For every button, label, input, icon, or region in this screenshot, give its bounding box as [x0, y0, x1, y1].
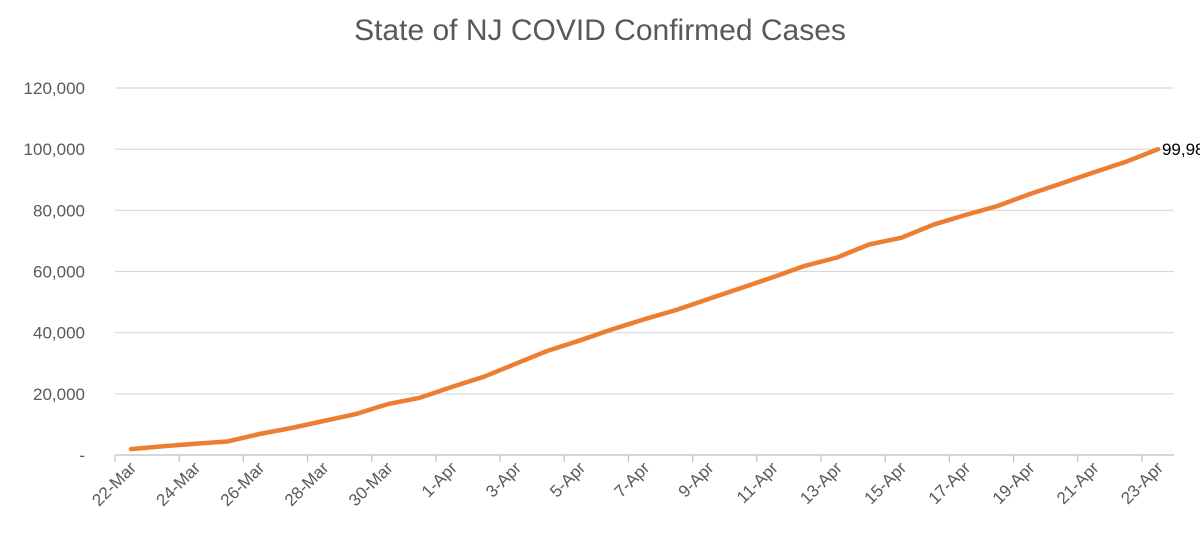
x-tick-label: 30-Mar [345, 458, 397, 510]
y-axis-tick-labels: - 20,000 40,000 60,000 80,000 100,000 120,000 [24, 79, 85, 465]
x-tick-label: 26-Mar [217, 458, 269, 510]
gridlines [115, 87, 1174, 395]
y-tick-label: - [79, 446, 85, 465]
x-tick-label: 13-Apr [796, 458, 846, 508]
y-tick-label: 100,000 [24, 140, 85, 159]
x-tick-label: 24-Mar [153, 458, 205, 510]
y-tick-label: 80,000 [33, 201, 85, 220]
x-tick-label: 21-Apr [1053, 458, 1103, 508]
y-tick-label: 120,000 [24, 79, 85, 98]
y-tick-label: 60,000 [33, 263, 85, 282]
x-tick-label: 23-Apr [1117, 458, 1167, 508]
x-tick-label: 11-Apr [733, 458, 782, 507]
series-line [128, 146, 1161, 452]
chart-title: State of NJ COVID Confirmed Cases [354, 14, 846, 47]
x-tick-label: 1-Apr [418, 458, 461, 501]
series-layer [128, 146, 1161, 452]
x-tick-label: 15-Apr [861, 458, 911, 508]
x-tick-label: 5-Apr [546, 458, 589, 501]
x-tick-label: 17-Apr [925, 458, 975, 508]
x-axis [114, 454, 1174, 462]
x-tick-label: 3-Apr [482, 458, 525, 501]
x-tick-label: 7-Apr [610, 458, 653, 501]
x-tick-label: 28-Mar [281, 458, 333, 510]
data-labels: 99,989 [1162, 140, 1200, 159]
y-tick-label: 40,000 [33, 324, 85, 343]
x-axis-tick-labels: 22-Mar 24-Mar 26-Mar 28-Mar 30-Mar 1-Apr 3-Apr… [88, 458, 1167, 510]
y-tick-label: 20,000 [33, 385, 85, 404]
x-tick-label: 9-Apr [675, 458, 718, 501]
data-label: 99,989 [1162, 140, 1200, 159]
x-tick-label: 19-Apr [989, 458, 1039, 508]
x-tick-label: 22-Mar [88, 458, 140, 510]
